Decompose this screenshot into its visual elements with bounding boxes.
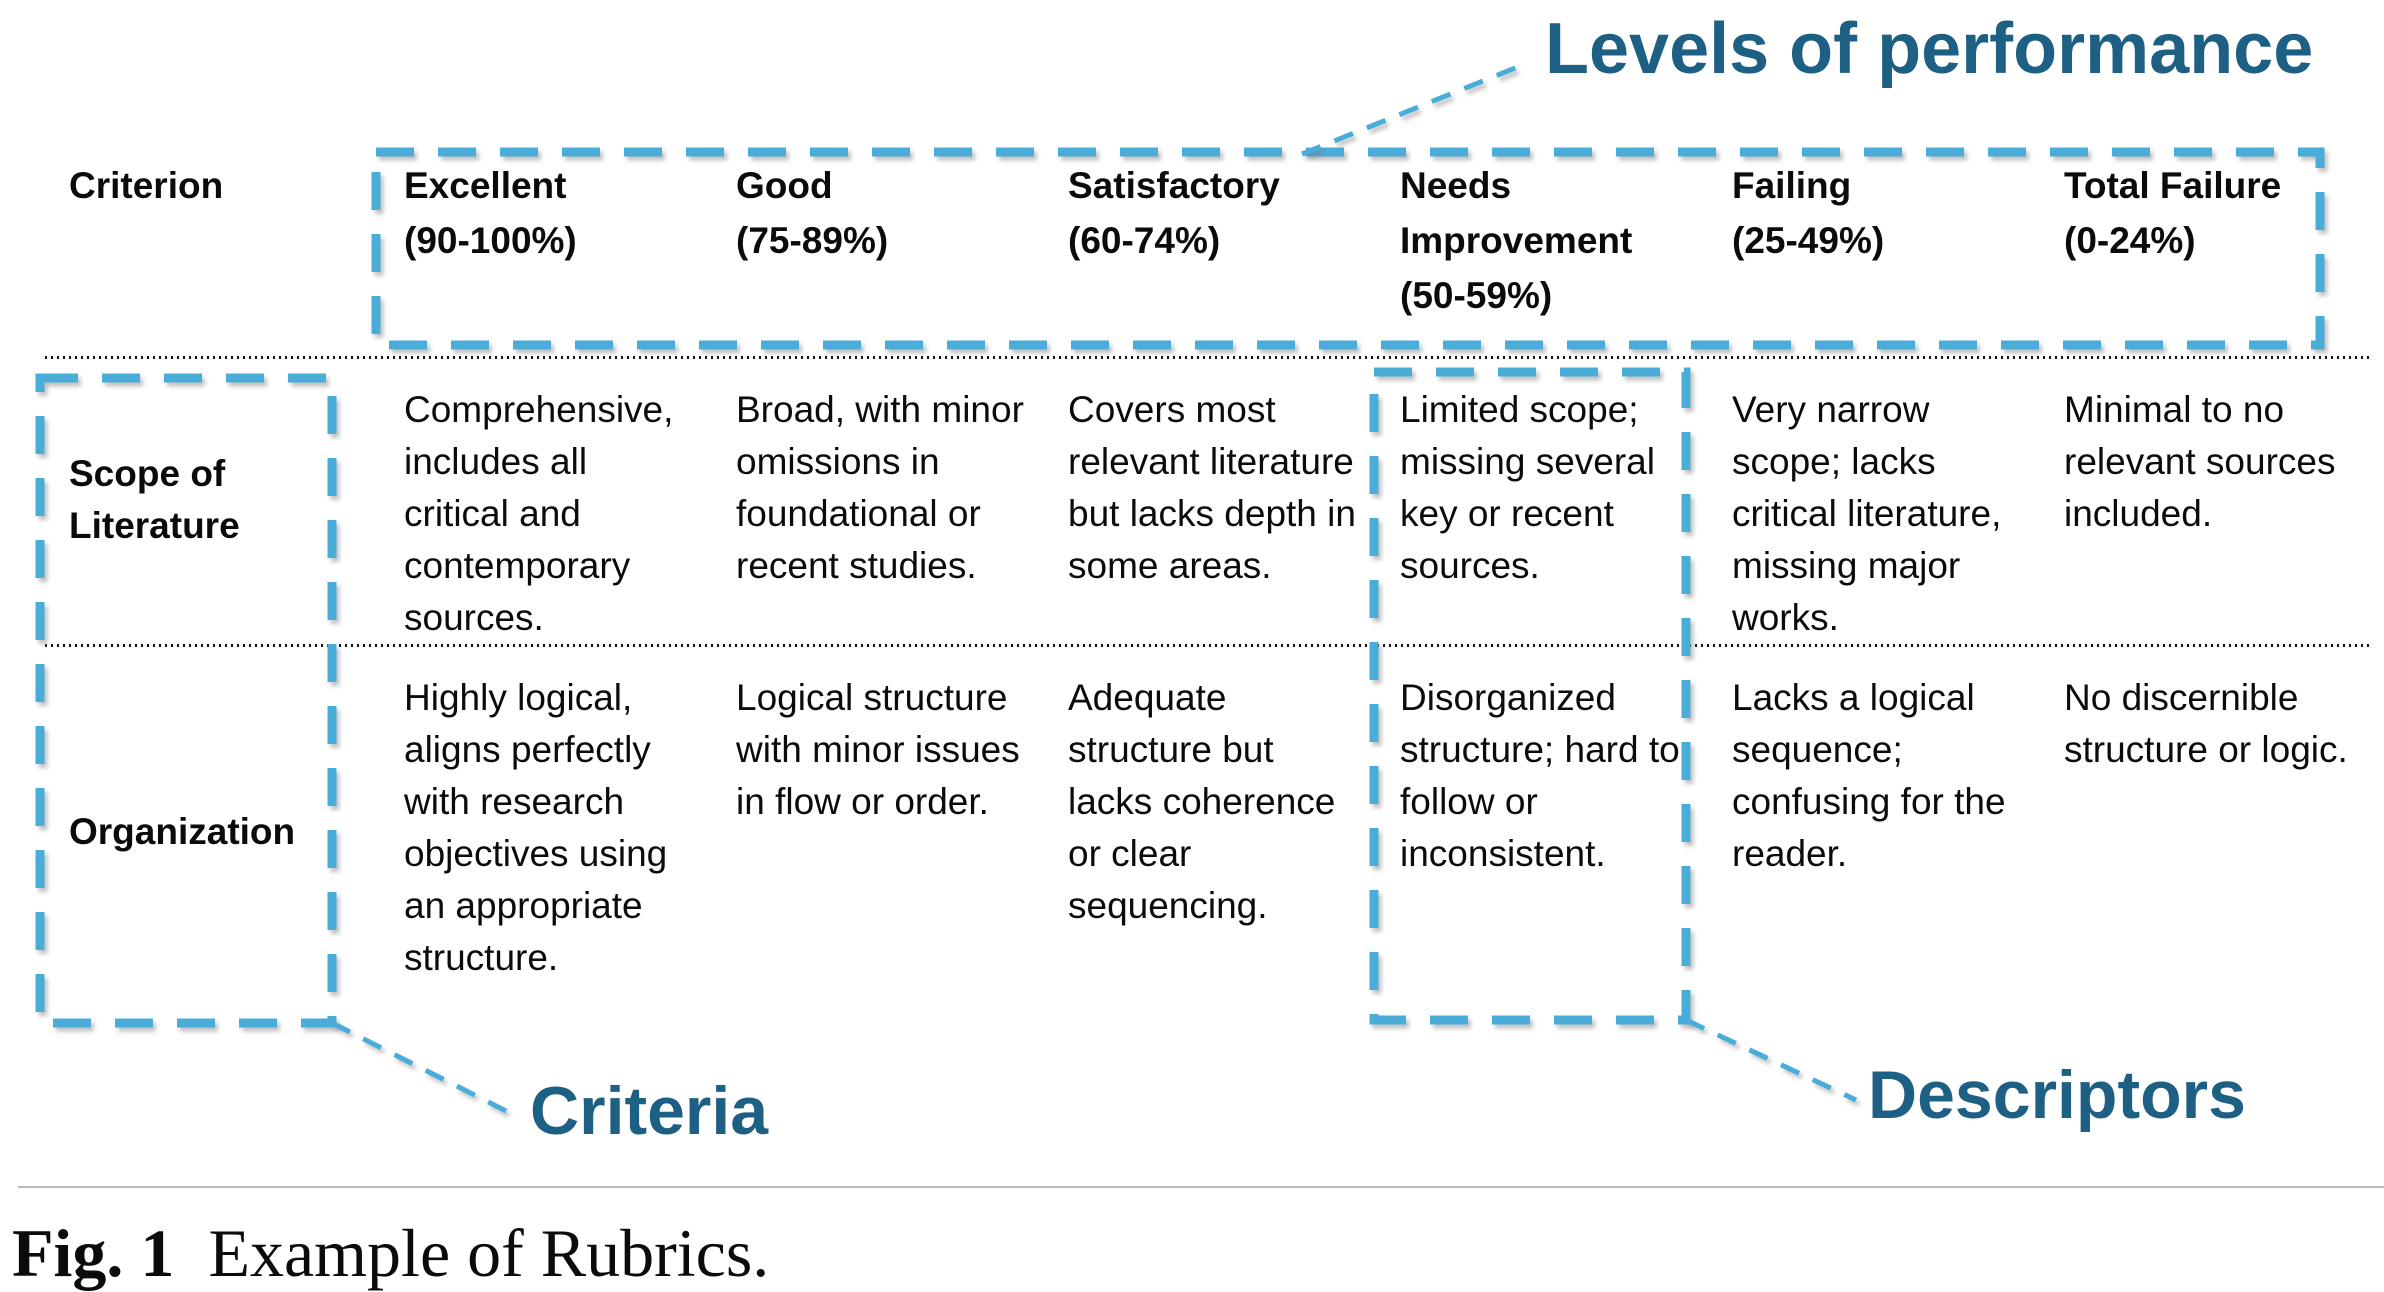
header-cell-good: Good (75-89%)	[712, 150, 1044, 356]
header-cell-satisfactory: Satisfactory (60-74%)	[1044, 150, 1376, 356]
level-name: Satisfactory	[1068, 165, 1280, 206]
cell-org-needs-improvement: Disorganized structure; hard to follow o…	[1400, 677, 1680, 874]
level-range: (60-74%)	[1068, 220, 1221, 261]
header-cell-excellent: Excellent (90-100%)	[380, 150, 712, 356]
levels-leader-line	[1301, 63, 1521, 157]
level-range: (90-100%)	[404, 220, 577, 261]
rubric-table: Criterion Excellent (90-100%) Good (75-8…	[45, 150, 2372, 1019]
criterion-header-text: Criterion	[69, 165, 224, 206]
figure-caption: Fig. 1 Example of Rubrics.	[12, 1212, 769, 1292]
row-divider	[45, 644, 2372, 647]
cell-org-excellent: Highly logical, aligns perfectly with re…	[404, 677, 668, 978]
cell-scope-total-failure: Minimal to no relevant sources included.	[2064, 389, 2336, 534]
caption-text: Example of Rubrics.	[208, 1215, 770, 1291]
level-name: Good	[736, 165, 833, 206]
criterion-scope-of-literature: Scope of Literature	[45, 356, 380, 644]
level-range: (0-24%)	[2064, 220, 2196, 261]
cell-scope-satisfactory: Covers most relevant literature but lack…	[1068, 389, 1356, 586]
criterion-organization: Organization	[45, 644, 380, 1019]
header-divider	[45, 356, 2372, 359]
cell-org-failing: Lacks a logical sequence; confusing for …	[1732, 677, 2006, 874]
level-name: Failing	[1732, 165, 1852, 206]
level-name: Excellent	[404, 165, 567, 206]
level-range: (25-49%)	[1732, 220, 1885, 261]
level-range: (75-89%)	[736, 220, 889, 261]
header-cell-total-failure: Total Failure (0-24%)	[2040, 150, 2372, 356]
figure-bottom-rule	[18, 1186, 2384, 1188]
cell-scope-excellent: Comprehensive, includes all critical and…	[404, 389, 674, 638]
cell-org-good: Logical structure with minor issues in f…	[736, 677, 1020, 822]
caption-label: Fig. 1	[12, 1215, 175, 1291]
cell-scope-failing: Very narrow scope; lacks critical litera…	[1732, 389, 2002, 638]
cell-org-satisfactory: Adequate structure but lacks coherence o…	[1068, 677, 1336, 926]
header-cell-needs-improvement: Needs Improvement (50-59%)	[1376, 150, 1708, 356]
cell-scope-good: Broad, with minor omissions in foundatio…	[736, 389, 1024, 586]
cell-scope-needs-improvement: Limited scope; missing several key or re…	[1400, 389, 1655, 586]
level-range: (50-59%)	[1400, 275, 1553, 316]
criterion-text: Scope of Literature	[69, 453, 240, 546]
criteria-label: Criteria	[530, 1073, 769, 1149]
criteria-leader-line	[330, 1020, 514, 1117]
cell-org-total-failure: No discernible structure or logic.	[2064, 677, 2348, 770]
level-name: Total Failure	[2064, 165, 2282, 206]
descriptors-leader-line	[1684, 1017, 1858, 1103]
header-cell-criterion: Criterion	[45, 150, 380, 356]
level-name: Needs Improvement	[1400, 165, 1633, 261]
descriptors-label: Descriptors	[1868, 1057, 2246, 1133]
levels-of-performance-label: Levels of performance	[1545, 9, 2314, 89]
criterion-text: Organization	[69, 810, 296, 852]
header-cell-failing: Failing (25-49%)	[1708, 150, 2040, 356]
